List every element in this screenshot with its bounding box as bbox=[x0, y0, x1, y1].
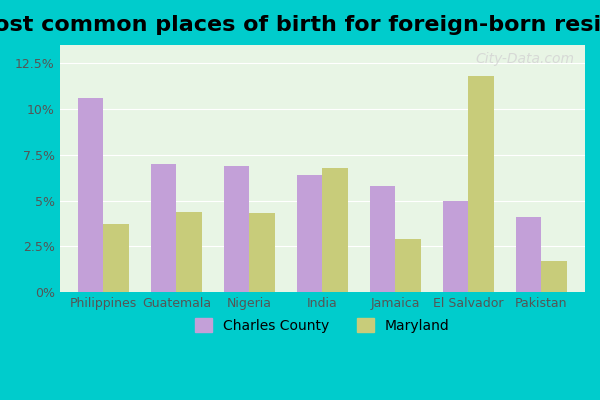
Bar bbox=[468, 76, 494, 292]
Bar bbox=[395, 239, 421, 292]
Bar bbox=[176, 212, 202, 292]
Bar bbox=[370, 186, 395, 292]
Text: City-Data.com: City-Data.com bbox=[475, 52, 574, 66]
Bar bbox=[541, 261, 567, 292]
Legend: Charles County, Maryland: Charles County, Maryland bbox=[188, 311, 457, 340]
Bar bbox=[515, 217, 541, 292]
Bar bbox=[322, 168, 348, 292]
Bar bbox=[297, 175, 322, 292]
Bar bbox=[78, 98, 103, 292]
Title: Most common places of birth for foreign-born residents: Most common places of birth for foreign-… bbox=[0, 15, 600, 35]
Bar bbox=[151, 164, 176, 292]
Bar bbox=[443, 200, 468, 292]
Bar bbox=[224, 166, 250, 292]
Bar bbox=[250, 214, 275, 292]
Bar bbox=[103, 224, 129, 292]
